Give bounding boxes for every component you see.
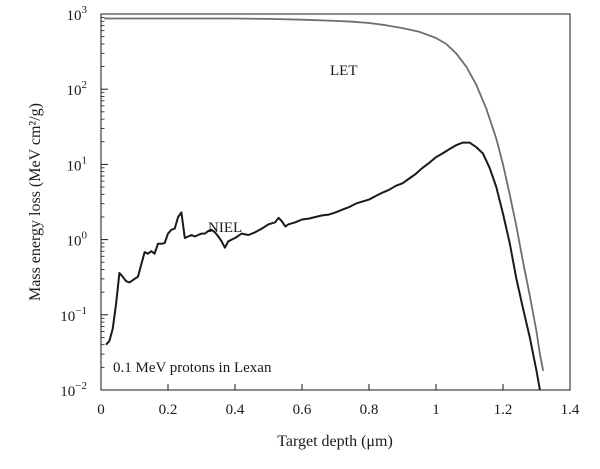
x-tick-label: 0	[97, 402, 105, 418]
x-axis-label: Target depth (μm)	[277, 433, 393, 450]
x-tick-label: 0.2	[159, 402, 178, 418]
series-label-niel: NIEL	[208, 220, 242, 236]
x-ticks: 0 0.2 0.4 0.6 0.8 1 1.2 1.4	[97, 384, 580, 418]
y-tick-label: 101	[67, 154, 88, 174]
annotation-text: 0.1 MeV protons in Lexan	[113, 360, 272, 376]
y-axis-label: Mass energy loss (MeV cm²/g)	[27, 103, 44, 301]
y-ticks: 10−2 10−1 100 101 102 103	[60, 4, 108, 400]
y-tick-label: 102	[67, 79, 88, 99]
x-tick-label: 0.6	[293, 402, 312, 418]
y-tick-label: 100	[67, 230, 88, 250]
x-tick-label: 0.8	[360, 402, 379, 418]
x-tick-label: 1	[432, 402, 440, 418]
y-tick-label: 10−1	[60, 305, 87, 325]
series-line-let	[104, 17, 545, 371]
x-tick-label: 0.4	[226, 402, 245, 418]
x-tick-label: 1.4	[561, 402, 580, 418]
x-tick-label: 1.2	[494, 402, 513, 418]
plot-frame	[100, 13, 571, 391]
series-label-let: LET	[330, 63, 358, 79]
y-tick-label: 103	[67, 4, 88, 24]
y-tick-label: 10−2	[60, 380, 87, 400]
series-line-niel	[105, 141, 541, 391]
series-layer	[104, 17, 545, 391]
